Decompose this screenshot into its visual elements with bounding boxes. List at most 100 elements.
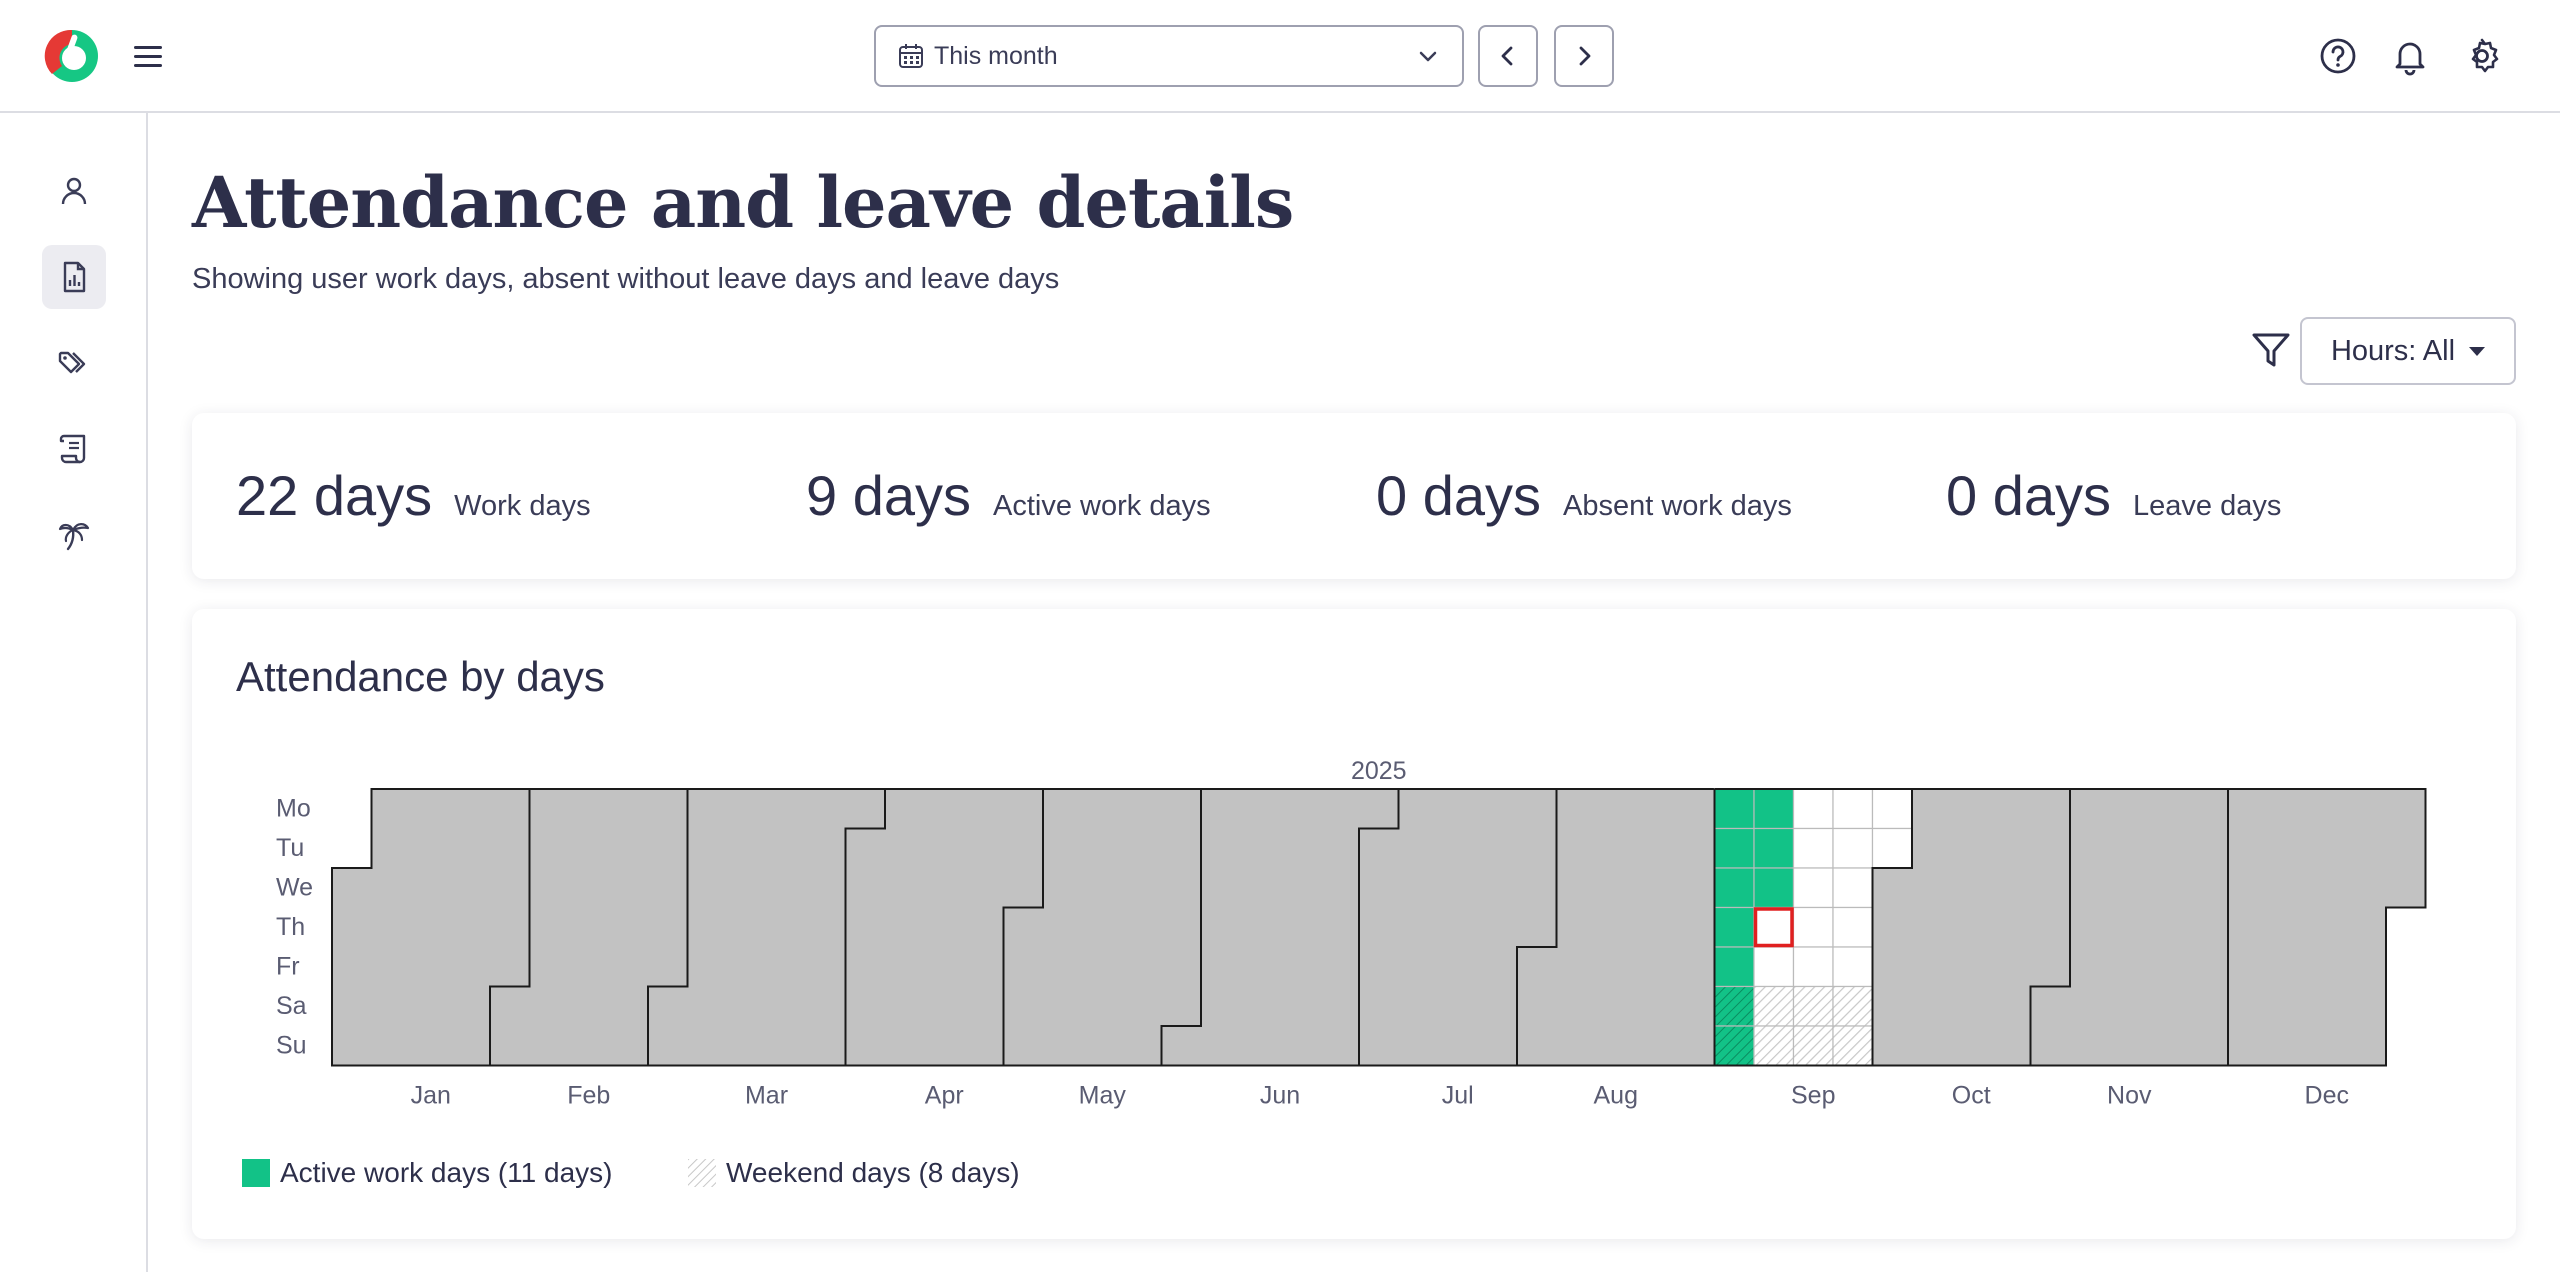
user-icon (61, 177, 87, 205)
day-cell (1753, 946, 1795, 988)
legend-weekend-label: Weekend days (8 days) (726, 1157, 1020, 1188)
day-cell (1713, 867, 1755, 909)
stat-value: 0 days (1946, 464, 2111, 527)
day-cell (1753, 788, 1795, 830)
stat-value: 0 days (1376, 464, 1541, 527)
month-label: Aug (1594, 1082, 1638, 1110)
sidebar (0, 113, 148, 1272)
chevron-down-icon (1419, 51, 1437, 62)
month-label: Jul (1442, 1082, 1474, 1110)
sidebar-item-reports[interactable] (42, 245, 106, 309)
month-block (2227, 788, 2427, 1067)
weekday-label: Tu (276, 834, 304, 862)
year-label: 2025 (1351, 757, 1407, 785)
stat-leave-days: 0 days Leave days (1946, 463, 2281, 528)
top-bar: This month (0, 0, 2560, 113)
filter-icon[interactable] (2250, 329, 2292, 371)
month-label: Sep (1791, 1082, 1835, 1110)
help-icon[interactable] (2318, 36, 2358, 76)
day-cell (1753, 827, 1795, 869)
weekday-label: Sa (276, 992, 307, 1020)
day-cell (1832, 946, 1874, 988)
weekday-label: Fr (276, 953, 300, 981)
day-cell (1753, 985, 1795, 1027)
day-cell (1753, 906, 1795, 948)
month-label: Apr (925, 1082, 964, 1110)
day-cell (1713, 985, 1755, 1027)
previous-period-button[interactable] (1478, 25, 1538, 87)
page-subtitle: Showing user work days, absent without l… (192, 263, 1060, 295)
day-cell (1792, 827, 1834, 869)
day-cell (1792, 788, 1834, 830)
day-cell (1792, 1025, 1834, 1067)
stat-label: Absent work days (1563, 490, 1792, 522)
stats-card: 22 days Work days 9 days Active work day… (192, 413, 2516, 579)
chart-title: Attendance by days (236, 653, 605, 700)
weekday-label: Su (276, 1032, 307, 1060)
day-cell (1871, 788, 1913, 830)
hours-filter-label: Hours: All (2330, 334, 2456, 367)
stat-value: 22 days (236, 464, 433, 527)
caret-down-icon (2469, 346, 2486, 356)
gear-icon[interactable] (2462, 36, 2502, 76)
scroll-icon (59, 434, 86, 464)
bell-icon[interactable] (2390, 36, 2430, 76)
day-cell (1792, 867, 1834, 909)
month-label: Oct (1952, 1082, 1991, 1110)
legend-active-label: Active work days (11 days) (280, 1157, 613, 1188)
day-cell (1713, 788, 1755, 830)
weekday-label: We (276, 874, 313, 902)
stat-label: Work days (454, 490, 591, 522)
legend-active: Active work days (11 days) (242, 1157, 613, 1189)
day-cell (1713, 827, 1755, 869)
day-cell (1832, 788, 1874, 830)
hours-filter-dropdown[interactable]: Hours: All (2300, 317, 2516, 385)
month-label: Jan (411, 1082, 451, 1110)
day-cell (1832, 985, 1874, 1027)
legend-active-swatch (242, 1159, 270, 1187)
page-title: Attendance and leave details (192, 161, 1294, 244)
day-cell (1713, 946, 1755, 988)
attendance-heatmap: 2025 Mo Tu We Th Fr Sa Su Jan Feb Mar Apr May Jun Jul A… (276, 757, 2427, 1110)
report-icon (63, 261, 86, 293)
chevron-right-icon (1579, 46, 1591, 66)
day-cell (1713, 906, 1755, 948)
chevron-left-icon (1501, 46, 1513, 66)
stat-absent-work-days: 0 days Absent work days (1376, 463, 1792, 528)
sidebar-item-tags[interactable] (42, 331, 106, 395)
stat-work-days: 22 days Work days (236, 463, 591, 528)
sidebar-item-users[interactable] (42, 159, 106, 223)
attendance-chart-card: Attendance by days 2025 Mo Tu We Th Fr Sa Su Jan… (192, 609, 2516, 1239)
month-label: Jun (1260, 1082, 1300, 1110)
period-label: This month (934, 41, 1058, 70)
month-label: May (1079, 1082, 1127, 1110)
day-cell (1792, 946, 1834, 988)
day-cell (1792, 906, 1834, 948)
month-label: Dec (2305, 1082, 2349, 1110)
day-cell (1832, 1025, 1874, 1067)
day-cell (1832, 867, 1874, 909)
sidebar-item-logs[interactable] (42, 417, 106, 481)
stat-label: Active work days (993, 490, 1211, 522)
weekday-label: Mo (276, 795, 311, 823)
palm-tree-icon (58, 523, 90, 551)
day-cell (1832, 827, 1874, 869)
next-period-button[interactable] (1554, 25, 1614, 87)
menu-icon[interactable] (130, 38, 166, 74)
weekday-label: Th (276, 913, 305, 941)
month-label: Nov (2107, 1082, 2152, 1110)
day-cell (1753, 867, 1795, 909)
legend-weekend: Weekend days (8 days) (688, 1157, 1020, 1189)
main-content: Attendance and leave details Showing use… (148, 113, 2560, 1272)
day-cell (1832, 906, 1874, 948)
day-cell (1871, 827, 1913, 869)
today-marker (1753, 907, 1794, 948)
calendar-icon (899, 44, 923, 68)
legend-weekend-swatch (688, 1159, 716, 1187)
day-cell (1792, 985, 1834, 1027)
day-cell (1753, 1025, 1795, 1067)
period-select[interactable]: This month (874, 25, 1464, 87)
sidebar-item-leave[interactable] (42, 503, 106, 567)
app-logo[interactable] (44, 28, 100, 84)
stat-label: Leave days (2133, 490, 2282, 522)
